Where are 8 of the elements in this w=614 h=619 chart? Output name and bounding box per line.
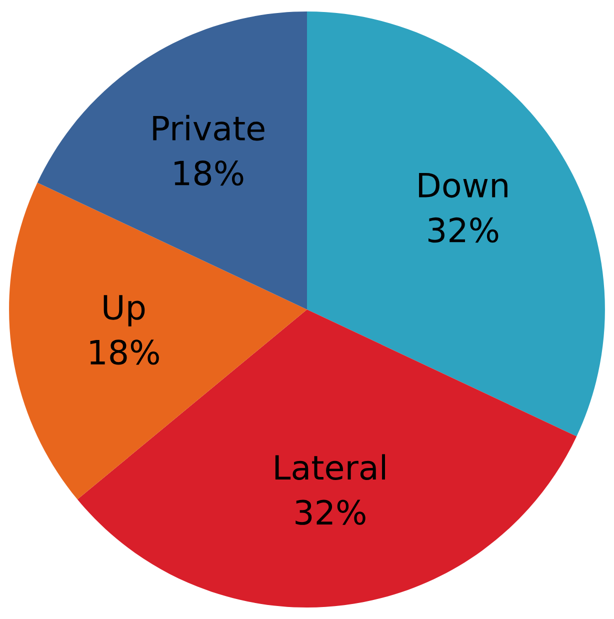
slice-label: Lateral xyxy=(275,454,386,480)
slice-label: Private xyxy=(153,114,264,141)
data-label: 18% xyxy=(90,340,159,365)
data-label: 18% xyxy=(174,160,244,186)
slice-label: Down xyxy=(419,172,508,198)
data-label: 32% xyxy=(428,217,498,243)
data-label: 32% xyxy=(296,500,366,525)
slice-label: Up xyxy=(104,295,145,326)
